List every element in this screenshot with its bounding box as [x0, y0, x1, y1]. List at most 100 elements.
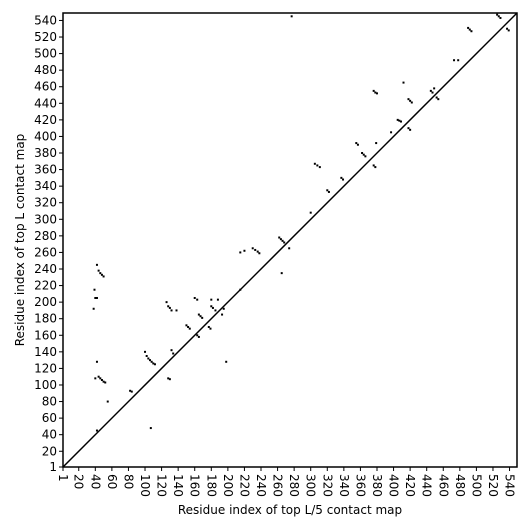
contact-point	[470, 30, 473, 33]
contact-point	[375, 142, 378, 145]
contact-point	[222, 307, 225, 310]
x-tick-label: 480	[453, 474, 467, 497]
x-tick-label: 40	[88, 474, 102, 489]
contact-point	[104, 381, 107, 384]
y-tick-label: 100	[34, 378, 57, 392]
contact-point	[185, 324, 188, 327]
x-tick-label: 220	[237, 474, 251, 497]
contact-point	[431, 91, 434, 94]
contact-point	[467, 26, 470, 29]
contact-point	[216, 298, 219, 301]
y-tick-label: 300	[34, 212, 57, 226]
contact-point	[507, 29, 510, 32]
x-tick-label: 140	[171, 474, 185, 497]
contact-point	[196, 298, 199, 301]
contact-point	[506, 27, 509, 30]
y-tick-label: 400	[34, 129, 57, 143]
contact-point	[361, 152, 364, 155]
contact-point	[318, 166, 321, 169]
contact-point	[152, 362, 155, 365]
y-tick-label: 440	[34, 96, 57, 110]
contact-point	[372, 89, 375, 92]
x-tick-label: 460	[436, 474, 450, 497]
x-tick-label: 540	[503, 474, 517, 497]
x-tick-label: 240	[254, 474, 268, 497]
contact-point	[149, 427, 152, 430]
contact-point	[316, 164, 319, 167]
y-tick-label: 280	[34, 229, 57, 243]
contact-point	[409, 128, 412, 131]
x-tick-label: 20	[72, 474, 86, 489]
contact-point	[94, 296, 97, 299]
contact-point	[193, 296, 196, 299]
y-tick-label: 120	[34, 361, 57, 375]
y-tick-label: 60	[42, 411, 57, 425]
contact-point	[221, 313, 224, 316]
y-tick-label: 460	[34, 80, 57, 94]
contact-point	[148, 359, 151, 362]
contact-point	[97, 269, 100, 272]
contact-point	[433, 87, 436, 90]
contact-point	[356, 143, 359, 146]
contact-point	[97, 375, 100, 378]
contact-point	[100, 379, 103, 382]
y-tick-label: 180	[34, 312, 57, 326]
contact-point	[211, 306, 214, 309]
contact-point	[153, 363, 156, 366]
contact-point	[496, 13, 499, 16]
x-tick-label: 260	[271, 474, 285, 497]
y-tick-label: 340	[34, 179, 57, 193]
contact-point	[327, 190, 330, 193]
y-tick-label: 380	[34, 146, 57, 160]
contact-point	[309, 211, 312, 214]
y-tick-label: 360	[34, 163, 57, 177]
contact-point	[453, 59, 456, 62]
contact-point	[256, 250, 259, 253]
contact-point	[210, 298, 213, 301]
x-tick-label: 420	[403, 474, 417, 497]
contact-point	[167, 305, 170, 308]
contact-point	[372, 164, 375, 167]
contact-point	[210, 305, 213, 308]
contact-point	[95, 429, 98, 432]
contact-point	[362, 153, 365, 156]
y-tick-label: 420	[34, 113, 57, 127]
x-tick-label: 520	[486, 474, 500, 497]
y-axis-label: Residue index of top L contact map	[13, 134, 27, 347]
contact-point	[278, 236, 281, 239]
contact-point	[239, 251, 242, 254]
contact-point	[280, 272, 283, 275]
y-tick-label: 220	[34, 279, 57, 293]
x-tick-label: 200	[221, 474, 235, 497]
contact-point	[364, 155, 367, 158]
contact-point	[172, 352, 175, 355]
contact-point	[390, 131, 393, 134]
contact-point	[407, 98, 410, 101]
contact-point	[175, 309, 178, 312]
diagonal-line	[62, 12, 518, 468]
contact-point	[281, 239, 284, 242]
contact-point	[106, 400, 109, 403]
x-tick-label: 500	[469, 474, 483, 497]
contact-point	[209, 327, 212, 330]
y-tick-label: 160	[34, 328, 57, 342]
contact-point	[437, 98, 440, 101]
plot-frame	[62, 12, 518, 468]
y-tick-label: 140	[34, 345, 57, 359]
x-tick-label: 300	[304, 474, 318, 497]
x-tick-label: 440	[420, 474, 434, 497]
contact-point	[199, 315, 202, 318]
contact-point	[402, 81, 405, 84]
contact-point	[374, 166, 377, 169]
contact-point	[94, 377, 97, 380]
contact-point	[170, 349, 173, 352]
contact-point	[313, 162, 316, 165]
contact-point	[150, 360, 153, 363]
contact-point	[342, 178, 345, 181]
contact-point	[170, 309, 173, 312]
contact-point	[187, 325, 190, 328]
x-tick-label: 160	[188, 474, 202, 497]
y-tick-label: 520	[34, 30, 57, 44]
contact-point	[197, 335, 200, 338]
contact-point	[167, 377, 170, 380]
